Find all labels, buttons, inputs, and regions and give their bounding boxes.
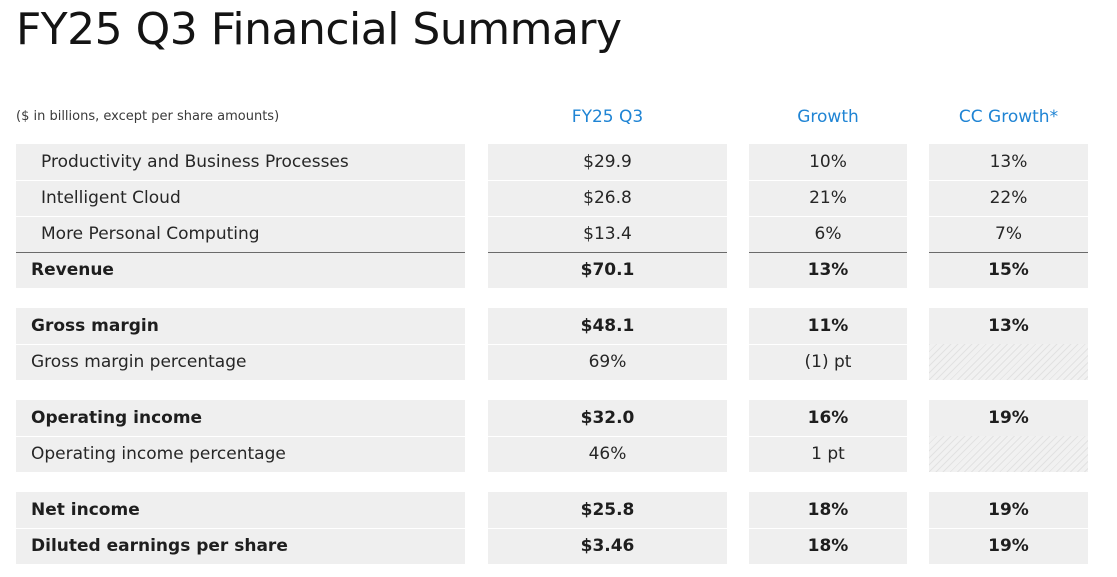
row-label: Productivity and Business Processes xyxy=(41,152,349,172)
table-group: Gross margin $48.1 11% 13% Gross margin perc… xyxy=(0,308,1117,380)
row-divider xyxy=(488,436,727,437)
cell-cc-growth: 13% xyxy=(989,152,1028,172)
cell-growth: 18% xyxy=(807,536,849,556)
row-label: More Personal Computing xyxy=(41,224,260,244)
row-divider xyxy=(749,180,907,181)
table-row: Gross margin $48.1 11% 13% xyxy=(0,308,1117,344)
cell-growth: 1 pt xyxy=(811,444,845,464)
total-divider-line xyxy=(488,252,727,253)
table-row: Gross margin percentage 69% (1) pt xyxy=(0,344,1117,380)
row-divider xyxy=(929,528,1088,529)
row-divider xyxy=(749,528,907,529)
row-label: Diluted earnings per share xyxy=(31,536,288,556)
row-divider xyxy=(929,180,1088,181)
cell-growth: 10% xyxy=(809,152,847,172)
cell-period-value: 46% xyxy=(588,444,627,464)
cell-cc-growth: 22% xyxy=(989,188,1028,208)
column-header-period: FY25 Q3 xyxy=(571,107,644,127)
table-row: Net income $25.8 18% 19% xyxy=(0,492,1117,528)
cell-cc-growth: 13% xyxy=(988,316,1029,336)
cell-growth: 18% xyxy=(807,500,849,520)
cell-period-value: $3.46 xyxy=(580,536,635,556)
cell-period-value: $25.8 xyxy=(580,500,635,520)
cell-cc-growth: 7% xyxy=(995,224,1022,244)
table-group: Operating income $32.0 16% 19% Operating inc… xyxy=(0,400,1117,472)
row-divider xyxy=(16,528,465,529)
row-divider xyxy=(16,436,465,437)
column-header-growth: Growth xyxy=(797,107,859,127)
cell-growth: (1) pt xyxy=(804,352,852,372)
table-row: Diluted earnings per share $3.46 18% 19% xyxy=(0,528,1117,564)
table-total-row: Revenue $70.1 13% 15% xyxy=(0,252,1117,288)
cell-cc-growth: 19% xyxy=(988,500,1029,520)
cell-cc-growth: 19% xyxy=(988,408,1029,428)
cell-growth: 11% xyxy=(807,316,849,336)
table-group: Productivity and Business Processes $29.9… xyxy=(0,144,1117,288)
row-divider xyxy=(749,344,907,345)
cell-period-value: $26.8 xyxy=(583,188,632,208)
cell-growth: 16% xyxy=(807,408,849,428)
row-divider xyxy=(929,216,1088,217)
cell-period-value: $32.0 xyxy=(580,408,635,428)
cell-period-value: $70.1 xyxy=(580,260,635,280)
page-title: FY25 Q3 Financial Summary xyxy=(16,4,622,55)
row-divider xyxy=(16,344,465,345)
total-divider-line xyxy=(16,252,465,253)
cell-period-value: 69% xyxy=(588,352,627,372)
row-label: Net income xyxy=(31,500,140,520)
column-header-cc-growth: CC Growth* xyxy=(958,107,1059,127)
row-divider xyxy=(488,180,727,181)
row-label: Gross margin percentage xyxy=(31,352,247,372)
table-row: Operating income percentage 46% 1 pt xyxy=(0,436,1117,472)
table-group: Net income $25.8 18% 19% Diluted earnings pe… xyxy=(0,492,1117,564)
row-label: Revenue xyxy=(31,260,114,280)
cell-growth: 13% xyxy=(807,260,849,280)
table-row: Productivity and Business Processes $29.9… xyxy=(0,144,1117,180)
cell-period-value: $29.9 xyxy=(583,152,632,172)
row-label: Operating income xyxy=(31,408,203,428)
total-divider-line xyxy=(749,252,907,253)
not-applicable-hatch xyxy=(929,344,1088,380)
cell-cc-growth: 19% xyxy=(988,536,1029,556)
row-label: Gross margin xyxy=(31,316,159,336)
row-divider xyxy=(488,344,727,345)
row-divider xyxy=(16,180,465,181)
cell-cc-growth: 15% xyxy=(988,260,1029,280)
row-label: Operating income percentage xyxy=(31,444,286,464)
row-divider xyxy=(488,216,727,217)
row-divider xyxy=(16,216,465,217)
table-row: More Personal Computing $13.4 6% 7% xyxy=(0,216,1117,252)
row-label: Intelligent Cloud xyxy=(41,188,181,208)
cell-growth: 6% xyxy=(814,224,842,244)
table-row: Operating income $32.0 16% 19% xyxy=(0,400,1117,436)
total-divider-line xyxy=(929,252,1088,253)
row-divider xyxy=(749,436,907,437)
cell-period-value: $48.1 xyxy=(580,316,635,336)
units-note: ($ in billions, except per share amounts… xyxy=(16,109,280,124)
cell-growth: 21% xyxy=(809,188,847,208)
row-divider xyxy=(749,216,907,217)
table-row: Intelligent Cloud $26.8 21% 22% xyxy=(0,180,1117,216)
cell-period-value: $13.4 xyxy=(583,224,632,244)
row-divider xyxy=(488,528,727,529)
not-applicable-hatch xyxy=(929,436,1088,472)
